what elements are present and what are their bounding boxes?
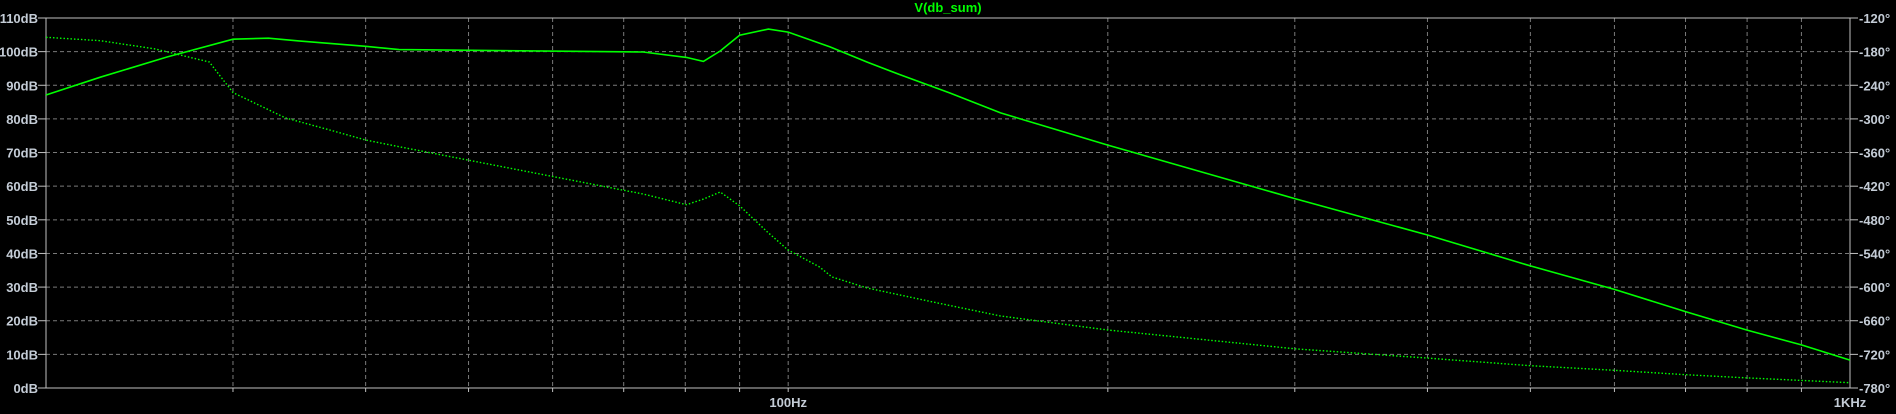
right-axis-label: -540°	[1859, 246, 1890, 261]
left-axis-label: 20dB	[6, 314, 38, 329]
right-axis-label: -300°	[1859, 112, 1890, 127]
grid	[46, 18, 1850, 388]
right-axis-label: -420°	[1859, 179, 1890, 194]
left-axis-label: 30dB	[6, 280, 38, 295]
right-axis-label: -720°	[1859, 347, 1890, 362]
right-axis-label: -120°	[1859, 11, 1890, 26]
phase-trace	[45, 36, 1851, 384]
right-axis-label: -360°	[1859, 146, 1890, 161]
right-axis-label: -180°	[1859, 45, 1890, 60]
trace-title[interactable]: V(db_sum)	[914, 0, 981, 15]
left-axis-label: 90dB	[6, 78, 38, 93]
plot-frame	[45, 17, 1851, 389]
x-axis-label: 1KHz	[1834, 395, 1867, 410]
right-axis-label: -240°	[1859, 78, 1890, 93]
left-axis-label: 40dB	[6, 246, 38, 261]
right-axis-label: -600°	[1859, 280, 1890, 295]
left-axis-label: 80dB	[6, 112, 38, 127]
left-axis-label: 0dB	[13, 381, 38, 396]
left-axis-label: 110dB	[0, 11, 38, 26]
traces	[45, 28, 1851, 384]
left-axis-label: 100dB	[0, 45, 38, 60]
right-axis-label: -480°	[1859, 213, 1890, 228]
left-axis-label: 50dB	[6, 213, 38, 228]
left-axis-label: 60dB	[6, 179, 38, 194]
axes: 0dB -780° 10dB -720° 20dB -660° 30dB -600° 40dB -…	[0, 11, 1890, 410]
right-axis-label: -660°	[1859, 314, 1890, 329]
left-axis-label: 70dB	[6, 146, 38, 161]
magnitude-trace	[45, 28, 1851, 361]
right-axis-label: -780°	[1859, 381, 1890, 396]
x-axis-label: 100Hz	[769, 395, 807, 410]
left-axis-label: 10dB	[6, 347, 38, 362]
